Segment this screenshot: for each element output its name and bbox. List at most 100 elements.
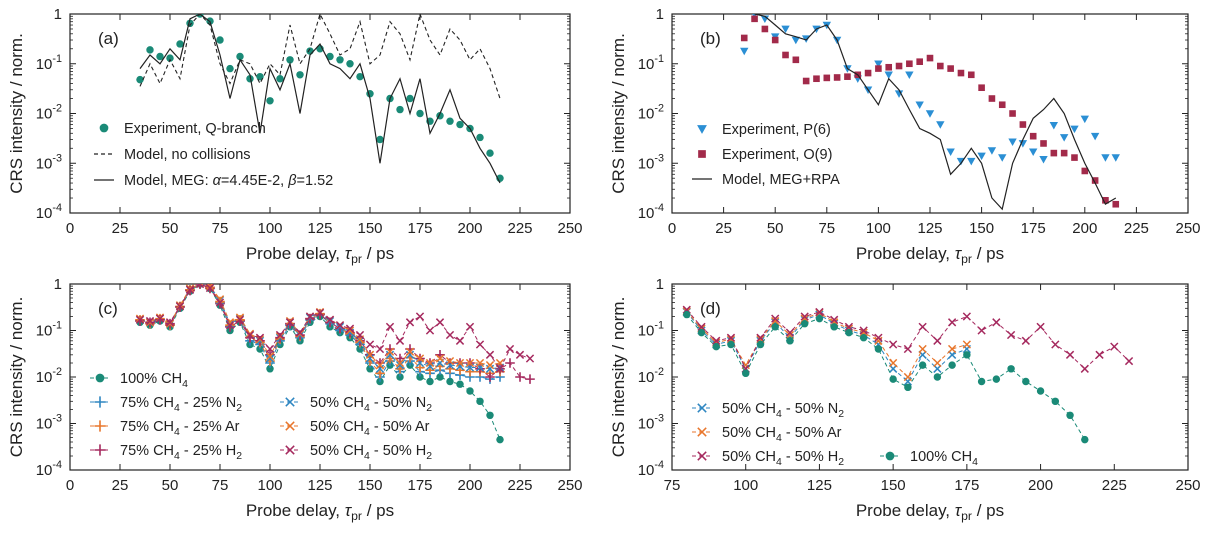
y-tick-label: 1 (656, 276, 664, 293)
series-2 (682, 305, 1134, 373)
data-point (306, 47, 314, 55)
data-point (425, 326, 435, 335)
data-point (740, 47, 749, 56)
data-point (967, 157, 976, 166)
data-point (455, 336, 465, 345)
data-point (275, 330, 285, 340)
data-point (1110, 342, 1119, 351)
y-axis-label: CRS intensity / norm. (7, 33, 26, 194)
plot-area (135, 284, 535, 444)
data-point (405, 347, 415, 356)
legend-label: Model, MEG+RPA (722, 172, 840, 188)
data-point (415, 312, 425, 321)
legend-marker (697, 427, 707, 437)
data-point (1029, 132, 1037, 140)
data-point (446, 117, 454, 125)
series-2 (754, 14, 1117, 211)
data-point (365, 340, 375, 349)
panel-b: 0 25 50 75 100 125 150 175 200 225 250 10-4 10-3 10-2… (609, 6, 1201, 266)
x-tick-label: 150 (357, 477, 382, 494)
data-point (756, 333, 765, 342)
data-point (800, 312, 809, 321)
data-point (435, 318, 445, 327)
y-tick-label: 10-4 (638, 202, 664, 222)
data-point (396, 373, 404, 381)
data-point (1059, 134, 1069, 142)
data-point (375, 360, 385, 370)
y-tick-label: 10-1 (638, 320, 664, 340)
data-point (962, 312, 971, 321)
data-point (415, 354, 425, 363)
series-3 (135, 284, 535, 384)
data-point (933, 336, 942, 345)
data-point (285, 318, 295, 327)
y-tick-label: 10-2 (638, 103, 664, 123)
series-line (139, 284, 501, 366)
data-point (925, 110, 935, 118)
data-point (175, 302, 185, 311)
data-point (726, 335, 736, 344)
data-point (265, 344, 275, 354)
data-point (276, 75, 284, 83)
series-0 (682, 307, 971, 386)
series-line (139, 284, 501, 380)
data-point (1007, 365, 1015, 373)
data-point (256, 72, 264, 81)
data-point (295, 330, 305, 340)
data-point (475, 358, 485, 368)
data-point (195, 284, 205, 289)
x-axis-label: Probe delay, τpr / ps (246, 244, 394, 266)
data-point (385, 322, 395, 331)
data-point (205, 284, 215, 293)
data-point (406, 94, 414, 103)
data-point (485, 372, 495, 382)
data-point (465, 358, 475, 368)
data-point (830, 315, 839, 324)
data-point (741, 369, 750, 378)
x-tick-label: 225 (507, 220, 532, 237)
data-point (185, 285, 195, 294)
legend-entry: Experiment, P(6) (697, 122, 831, 138)
x-tick-label: 150 (881, 477, 906, 494)
data-point (864, 69, 872, 77)
legend-label: 50% CH4 - 50% Ar (310, 419, 430, 438)
data-point (255, 333, 265, 342)
data-point (800, 319, 809, 328)
data-point (1066, 411, 1074, 420)
data-point (385, 347, 395, 356)
data-point (405, 318, 415, 327)
x-tick-label: 175 (1021, 220, 1046, 237)
data-point (926, 54, 934, 62)
data-point (265, 352, 275, 361)
legend-marker (697, 451, 707, 461)
x-tick-label: 250 (557, 477, 582, 494)
data-point (446, 377, 454, 386)
legend-marker (285, 421, 295, 431)
data-point (1090, 132, 1100, 141)
data-point (889, 358, 898, 368)
legend-entry: 75% CH4 - 25% N2 (90, 395, 242, 414)
x-tick-label: 100 (866, 220, 891, 237)
data-point (456, 380, 464, 388)
x-tick-label: 25 (715, 220, 732, 237)
data-point (712, 336, 721, 345)
x-tick-label: 75 (818, 220, 835, 237)
data-point (792, 56, 800, 64)
plot-area (740, 14, 1120, 211)
data-point (771, 316, 780, 326)
data-point (455, 362, 465, 371)
data-point (375, 358, 385, 368)
x-tick-label: 250 (1175, 220, 1200, 237)
y-axis-label: CRS intensity / norm. (7, 297, 26, 458)
data-point (785, 328, 795, 337)
data-point (978, 84, 985, 92)
data-point (1095, 350, 1104, 359)
x-axis-label: Probe delay, τpr / ps (246, 501, 394, 523)
legend-marker (94, 396, 106, 408)
x-tick-label: 50 (767, 220, 784, 237)
y-tick-label: 10-3 (36, 413, 62, 433)
data-point (435, 354, 445, 363)
data-point (1102, 197, 1109, 204)
data-point (346, 60, 354, 68)
data-point (135, 314, 145, 323)
